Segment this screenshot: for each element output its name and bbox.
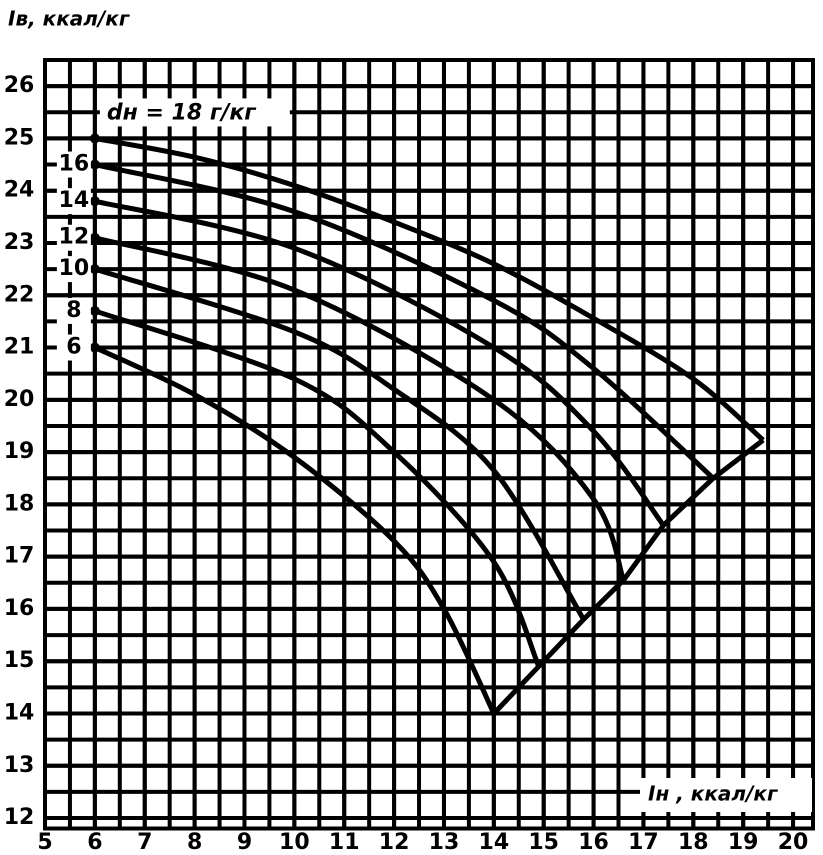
x-tick-label: 15 (528, 830, 559, 855)
y-tick-label: 22 (4, 282, 35, 307)
x-tick-label: 14 (479, 830, 510, 855)
start-point (89, 196, 100, 207)
series-label-bg (56, 256, 91, 283)
y-tick-label: 17 (4, 544, 35, 569)
tick-label-bg (2, 178, 36, 203)
x-tick-label: 13 (429, 830, 460, 855)
start-point (89, 159, 100, 170)
series-line (94, 198, 666, 527)
y-tick-label: 25 (4, 125, 35, 150)
series-label: dн = 18 г/кг (107, 100, 257, 125)
y-tick-label: 23 (4, 230, 35, 255)
tick-label-bg (2, 753, 36, 778)
x-tick-label: 10 (279, 830, 310, 855)
y-tick-label: 18 (4, 491, 35, 516)
x-tick-label: 9 (237, 830, 252, 855)
x-tick-label: 6 (87, 830, 102, 855)
y-tick-label: 14 (4, 700, 35, 725)
series-label: 16 (59, 152, 90, 177)
start-point (89, 232, 100, 243)
y-tick-label: 13 (4, 753, 35, 778)
series-label: 12 (59, 225, 90, 250)
y-tick-label: 20 (4, 387, 35, 412)
tick-label-bg (2, 492, 36, 517)
y-tick-label: 19 (4, 439, 35, 464)
series-label-bg (56, 334, 91, 361)
series-label: 8 (66, 298, 81, 323)
x-tick-label: 8 (187, 830, 202, 855)
series-label-bg (56, 224, 91, 251)
series-label: 6 (66, 335, 81, 360)
tick-label-bg (2, 440, 36, 465)
series-line (94, 308, 542, 668)
tick-label-bg (2, 544, 36, 569)
x-tick-label: 17 (628, 830, 659, 855)
tick-label-bg (2, 806, 36, 831)
start-point (89, 305, 100, 316)
y-tick-label: 26 (4, 73, 35, 98)
start-point (89, 264, 100, 275)
x-tick-label: 20 (778, 830, 809, 855)
y-tick-label: 24 (4, 178, 35, 203)
series-label-bg (56, 151, 91, 178)
tick-label-bg (2, 74, 36, 99)
y-axis-title: Iв, ккал/кг (8, 7, 130, 31)
tick-label-bg (2, 230, 36, 255)
x-tick-label: 5 (37, 830, 52, 855)
x-axis-title: Iн , ккал/кг (648, 782, 778, 806)
x-tick-label: 7 (137, 830, 152, 855)
series-label: 10 (59, 256, 90, 281)
series-label: 14 (59, 188, 90, 213)
x-tick-label: 12 (379, 830, 410, 855)
envelope-line (492, 438, 765, 716)
series-line (93, 345, 497, 715)
series-line (94, 235, 626, 582)
axis-title-bg (640, 778, 812, 812)
y-tick-label: 15 (4, 648, 35, 673)
y-tick-label: 21 (4, 335, 35, 360)
tick-label-bg (2, 335, 36, 360)
grid (43, 58, 815, 831)
tick-label-bg (2, 283, 36, 308)
y-tick-label: 16 (4, 596, 35, 621)
start-point (89, 133, 100, 144)
tick-label-bg (2, 701, 36, 726)
y-tick-label: 12 (4, 805, 35, 830)
series-line (94, 162, 715, 481)
series-label-bg (56, 188, 91, 215)
series-line (94, 266, 586, 621)
tick-label-bg (2, 126, 36, 151)
tick-label-bg (2, 649, 36, 674)
axis-title-bg (0, 0, 200, 40)
x-tick-label: 11 (329, 830, 360, 855)
tick-label-bg (2, 387, 36, 412)
annotation-bg (99, 98, 290, 127)
x-tick-label: 18 (678, 830, 709, 855)
plot (89, 133, 765, 716)
tick-label-bg (2, 596, 36, 621)
x-tick-label: 16 (578, 830, 609, 855)
series-line (94, 135, 765, 442)
start-point (89, 342, 100, 353)
series-label-bg (56, 297, 91, 324)
x-tick-label: 19 (728, 830, 759, 855)
